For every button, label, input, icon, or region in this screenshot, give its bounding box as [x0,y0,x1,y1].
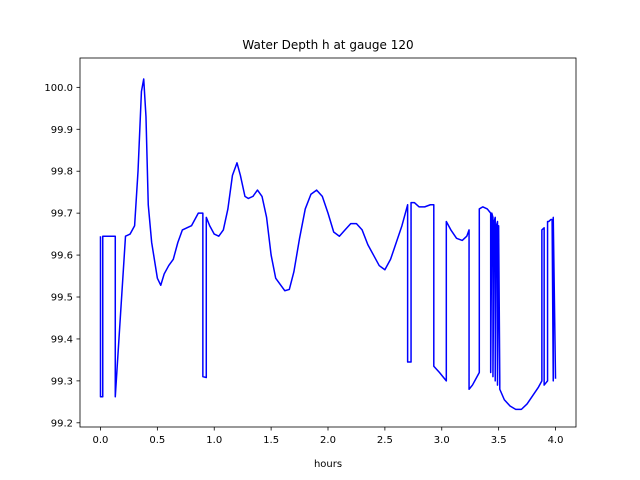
x-axis-label: hours [314,459,342,470]
y-tick-label: 99.7 [51,209,73,220]
x-tick-label: 4.0 [548,435,564,446]
series-line-0 [99,78,557,411]
x-tick-label: 1.0 [206,435,222,446]
y-tick-label: 99.9 [51,125,73,136]
x-tick-label: 1.5 [263,435,279,446]
y-tick-label: 99.2 [51,418,73,429]
plot-area: 0.0 0.5 1.0 1.5 2.0 2.5 3.0 3.5 4.0 99.2 99.3 99.4 9… [44,57,577,446]
y-tick-label: 99.6 [51,251,73,262]
y-tick-label: 99.8 [51,167,73,178]
y-tick-label: 99.4 [51,334,73,345]
x-tick-label: 2.0 [320,435,336,446]
x-tick-label: 0.0 [93,435,109,446]
y-tick-label: 99.3 [51,376,73,387]
x-tick-label: 2.5 [377,435,393,446]
x-tick-label: 3.0 [434,435,450,446]
y-tick-label: 100.0 [44,83,73,94]
x-tick-label: 0.5 [149,435,165,446]
x-tick-label: 3.5 [491,435,507,446]
y-tick-label: 99.5 [51,293,73,304]
chart-title: Water Depth h at gauge 120 [242,38,413,52]
